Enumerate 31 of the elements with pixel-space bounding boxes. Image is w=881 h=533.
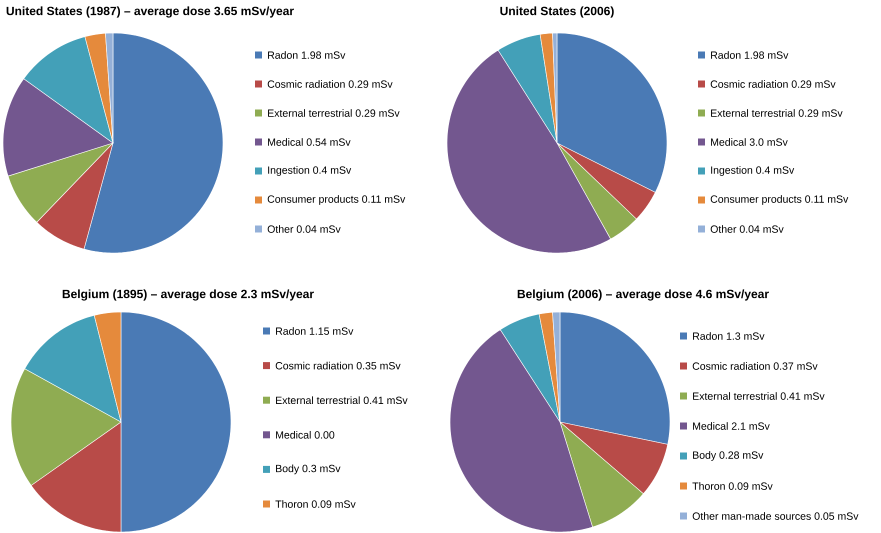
- legend-label: External terrestrial 0.29 mSv: [268, 109, 400, 117]
- legend-label: Ingestion 0.4 mSv: [711, 166, 794, 176]
- legend-label: Cosmic radiation 0.29 mSv: [268, 80, 393, 88]
- legend-label: External terrestrial 0.41 mSv: [693, 392, 825, 400]
- chart-title: United States (1987) – average dose 3.65 mSv/year: [6, 6, 294, 18]
- legend-label: Body 0.3 mSv: [276, 464, 341, 474]
- legend-label: Medical 0.54 mSv: [268, 138, 351, 146]
- chart-title: Belgium (1895) – average dose 2.3 mSv/year: [62, 289, 314, 301]
- legend-label: External terrestrial 0.41 mSv: [276, 396, 408, 404]
- legend-label: Medical 3.0 mSv: [711, 138, 788, 146]
- legend-label: Radon 1.98 mSv: [268, 51, 346, 59]
- legend-label: Thoron 0.09 mSv: [692, 482, 773, 490]
- legend-label: Other 0.04 mSv: [268, 225, 341, 233]
- legend-label: External terrestrial 0.29 mSv: [711, 109, 843, 117]
- legend-label: Medical 0.00: [276, 430, 334, 439]
- legend-label: Radon 1.98 mSv: [711, 51, 788, 59]
- legend-label: Body 0.28 mSv: [693, 451, 764, 461]
- chart-title: United States (2006): [500, 6, 614, 18]
- legend-label: Consumer products 0.11 mSv: [268, 195, 406, 205]
- legend-label: Radon 1.3 mSv: [693, 332, 765, 340]
- legend-label: Thoron 0.09 mSv: [275, 500, 356, 508]
- legend-label: Other man-made sources 0.05 mSv: [692, 512, 858, 520]
- legend-label: Medical 2.1 mSv: [693, 422, 770, 430]
- legend-label: Ingestion 0.4 mSv: [268, 166, 352, 176]
- chart-title: Belgium (2006) – average dose 4.6 mSv/year: [518, 289, 769, 301]
- legend-label: Cosmic radiation 0.37 mSv: [692, 362, 818, 370]
- legend-label: Other 0.04 mSv: [710, 225, 784, 233]
- legend-label: Cosmic radiation 0.29 mSv: [710, 80, 836, 88]
- legend-label: Consumer products 0.11 mSv: [710, 195, 848, 205]
- legend-label: Radon 1.15 mSv: [276, 327, 354, 335]
- legend-label: Cosmic radiation 0.35 mSv: [276, 362, 401, 370]
